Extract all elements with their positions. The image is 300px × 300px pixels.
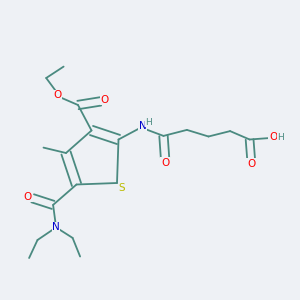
Text: O: O [161, 158, 169, 168]
Text: O: O [24, 192, 32, 202]
Text: S: S [118, 183, 125, 194]
Text: O: O [247, 159, 255, 169]
Text: O: O [269, 132, 277, 142]
Text: H: H [145, 118, 152, 127]
Text: N: N [52, 222, 60, 233]
Text: H: H [277, 134, 284, 142]
Text: N: N [139, 121, 146, 131]
Text: O: O [53, 90, 61, 100]
Text: O: O [100, 95, 109, 105]
